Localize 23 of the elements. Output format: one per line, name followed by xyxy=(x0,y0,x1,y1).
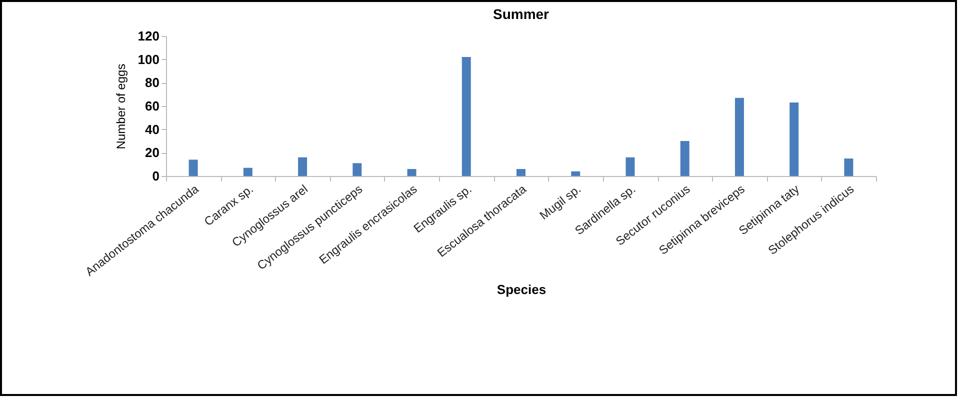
bar xyxy=(734,98,744,176)
bar xyxy=(571,171,580,176)
y-tick-label: 0 xyxy=(152,168,160,184)
y-tick-label: 20 xyxy=(145,145,160,160)
bar xyxy=(243,168,252,176)
bar xyxy=(188,160,198,176)
bar xyxy=(407,169,416,176)
y-tick-label: 60 xyxy=(145,98,160,114)
y-axis-title: Number of eggs xyxy=(114,64,128,150)
bar xyxy=(790,102,799,176)
bar xyxy=(352,163,362,176)
y-tick-label: 120 xyxy=(138,28,160,44)
y-tick-label: 80 xyxy=(145,75,160,90)
bar xyxy=(626,157,635,176)
y-tick-label: 100 xyxy=(138,52,160,67)
y-tick-label: 40 xyxy=(145,122,160,137)
x-axis-title: Species xyxy=(496,282,546,298)
bar xyxy=(462,57,471,176)
chart-title: Summer xyxy=(492,6,550,22)
bar xyxy=(844,158,854,176)
bar xyxy=(298,157,308,176)
bar xyxy=(680,141,690,176)
bar xyxy=(516,169,526,176)
